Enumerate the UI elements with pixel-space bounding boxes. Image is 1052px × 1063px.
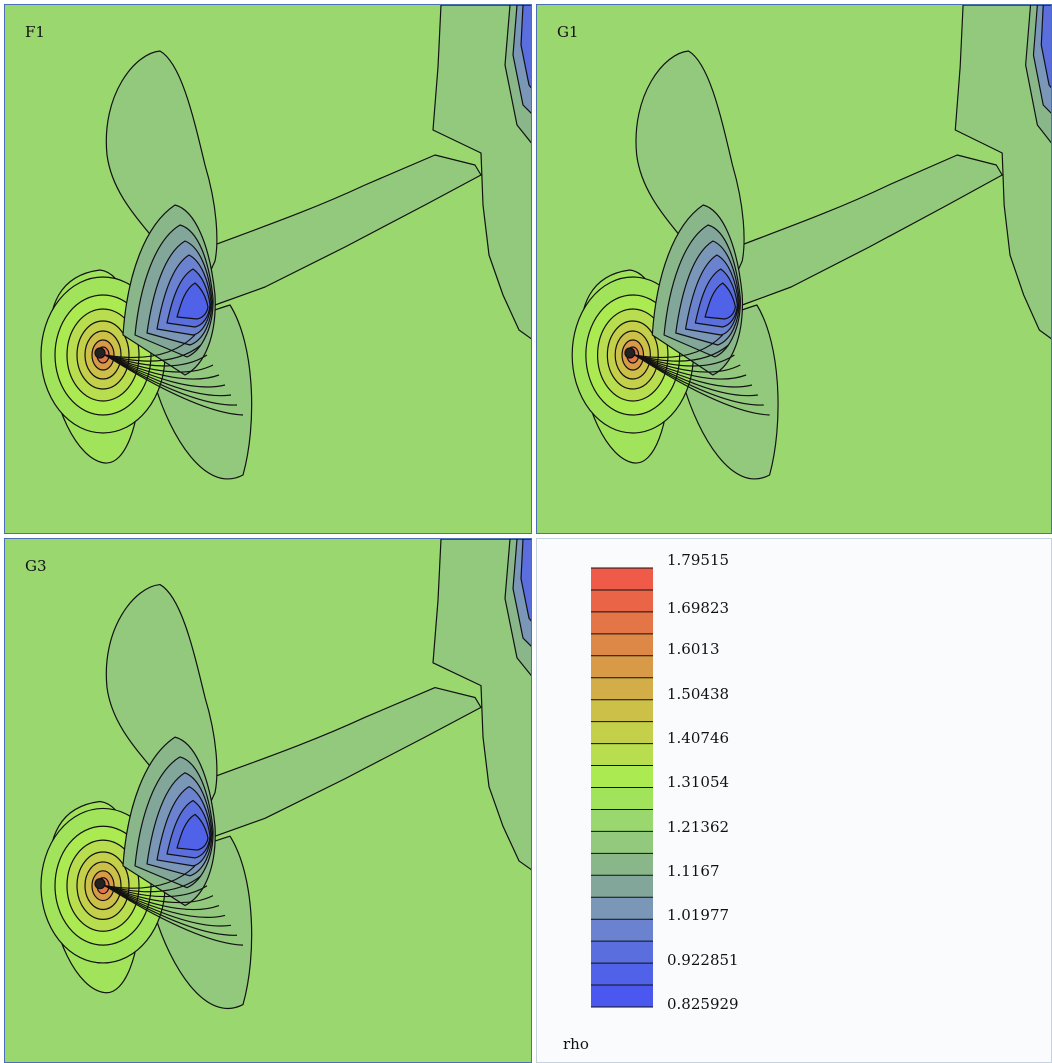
colorbar-band bbox=[591, 721, 653, 745]
colorbar-band bbox=[591, 831, 653, 854]
colorbar-band bbox=[591, 809, 653, 832]
colorbar-band bbox=[591, 611, 653, 635]
colorbar-legend: 1.79515 1.69823 1.6013 1.50438 1.40746 1… bbox=[536, 538, 1052, 1063]
colorbar-band bbox=[591, 853, 653, 876]
colorbar-band bbox=[591, 677, 653, 701]
colorbar-tick-label: 0.922851 bbox=[667, 951, 739, 969]
contour-plot bbox=[537, 5, 1051, 533]
colorbar-tick-label: 1.21362 bbox=[667, 818, 730, 836]
colorbar-band bbox=[591, 568, 653, 591]
contour-plot bbox=[5, 5, 531, 533]
colorbar-band bbox=[591, 875, 653, 898]
contour-field bbox=[5, 5, 531, 533]
colorbar-tick-label: 1.40746 bbox=[667, 729, 730, 747]
panel-label: F1 bbox=[25, 23, 45, 41]
colorbar-tick-label: 1.31054 bbox=[667, 773, 730, 791]
panel-label: G3 bbox=[25, 557, 47, 575]
colorbar-band bbox=[591, 765, 653, 788]
colorbar-band bbox=[591, 633, 653, 657]
colorbar-band bbox=[591, 743, 653, 767]
contour-field bbox=[5, 539, 531, 1062]
colorbar-tick-label: 1.01977 bbox=[667, 906, 730, 924]
colorbar-variable-label: rho bbox=[563, 1035, 589, 1053]
colorbar-tick-label: 1.1167 bbox=[667, 862, 720, 880]
colorbar-band bbox=[591, 897, 653, 920]
contour-plot bbox=[5, 539, 531, 1062]
colorbar-band bbox=[591, 787, 653, 810]
colorbar-band bbox=[591, 919, 653, 942]
colorbar-tick-label: 1.6013 bbox=[667, 640, 720, 658]
panel-label: G1 bbox=[557, 23, 579, 41]
colorbar-tick-label: 0.825929 bbox=[667, 995, 739, 1013]
colorbar-tick-label: 1.79515 bbox=[667, 551, 730, 569]
contour-panel-g3: G3 bbox=[4, 538, 532, 1063]
colorbar bbox=[591, 567, 653, 1008]
colorbar-band bbox=[591, 655, 653, 679]
colorbar-tick-label: 1.69823 bbox=[667, 599, 730, 617]
colorbar-band bbox=[591, 699, 653, 723]
colorbar-band bbox=[591, 589, 653, 613]
contour-panel-g1: G1 bbox=[536, 4, 1052, 534]
colorbar-band bbox=[591, 941, 653, 964]
colorbar-tick-label: 1.50438 bbox=[667, 685, 730, 703]
colorbar-band bbox=[591, 963, 653, 986]
contour-field bbox=[537, 5, 1051, 533]
colorbar-band bbox=[591, 985, 653, 1008]
contour-panel-f1: F1 bbox=[4, 4, 532, 534]
